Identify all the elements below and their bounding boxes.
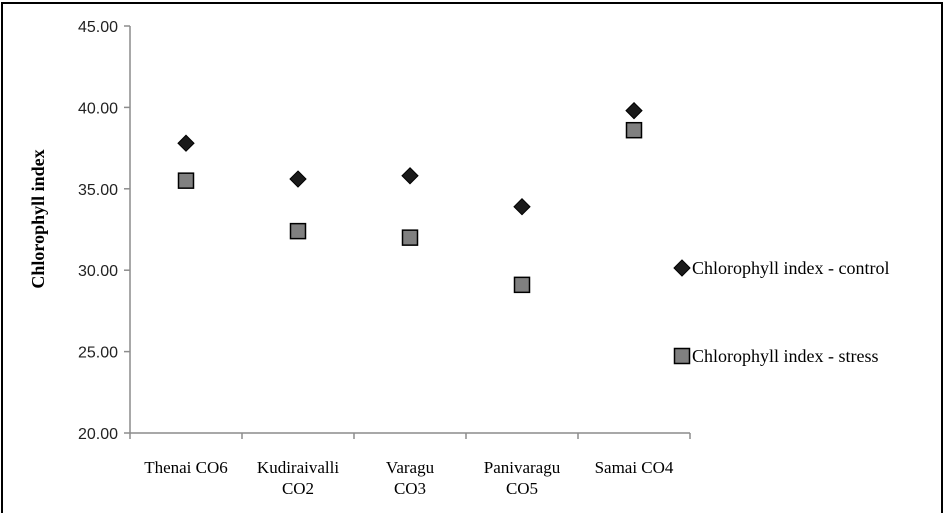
legend-entry: Chlorophyll index - stress bbox=[673, 346, 879, 366]
y-tick-label: 35.00 bbox=[78, 182, 118, 199]
data-point-diamond bbox=[177, 134, 195, 152]
legend-marker-diamond bbox=[673, 259, 691, 277]
y-axis-title: Chlorophyll index bbox=[28, 149, 48, 288]
data-point-square bbox=[177, 172, 195, 189]
legend-label: Chlorophyll index - control bbox=[692, 258, 889, 278]
x-tick-label: Panivaragu CO5 bbox=[484, 458, 561, 498]
data-point-diamond bbox=[625, 101, 643, 120]
series-diamond-points bbox=[177, 101, 643, 216]
legend-marker-square bbox=[673, 347, 691, 365]
x-tick-label: Kudiraivalli CO2 bbox=[257, 458, 339, 498]
x-tick-label: Varagu CO3 bbox=[386, 458, 435, 498]
data-point-square bbox=[289, 222, 307, 240]
x-tick-label: Thenai CO6 bbox=[144, 458, 228, 477]
data-point-diamond bbox=[289, 170, 307, 188]
data-point-square bbox=[513, 276, 531, 294]
y-tick-label: 40.00 bbox=[78, 100, 118, 117]
y-tick-label: 20.00 bbox=[78, 426, 118, 443]
data-point-diamond bbox=[513, 198, 531, 216]
x-tick-label: Samai CO4 bbox=[595, 458, 674, 477]
y-tick-label: 30.00 bbox=[78, 263, 118, 280]
y-tick-label: 25.00 bbox=[78, 345, 118, 362]
legend-entry: Chlorophyll index - control bbox=[673, 258, 889, 278]
data-point-square bbox=[625, 121, 643, 139]
data-point-diamond bbox=[401, 167, 419, 185]
data-point-square bbox=[401, 229, 419, 246]
legend-label: Chlorophyll index - stress bbox=[692, 346, 879, 366]
series-square-points bbox=[177, 121, 643, 294]
y-tick-label: 45.00 bbox=[78, 19, 118, 36]
